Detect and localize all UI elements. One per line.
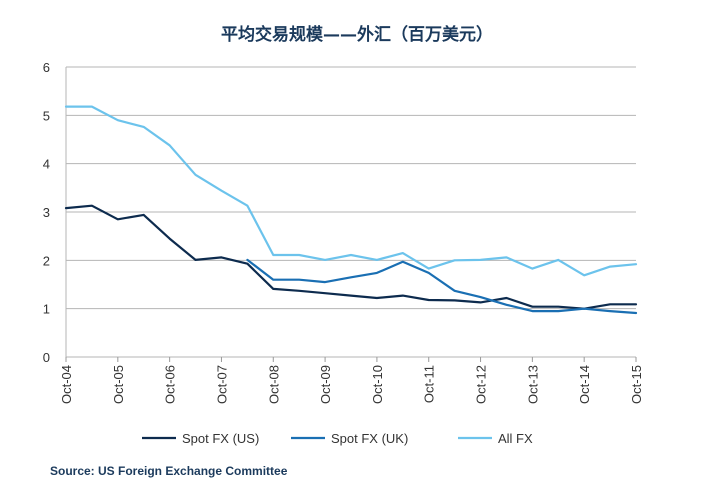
y-tick-label: 2 — [43, 253, 50, 268]
legend: Spot FX (US) Spot FX (UK) All FX — [142, 431, 533, 446]
x-tick-label: Oct-13 — [525, 365, 540, 404]
series-line-2 — [246, 258, 638, 315]
axes: 0 1 2 3 4 5 6 Oct-04 Oct-05 Oct-06 Oct-07 Oct-08 Oct… — [43, 60, 644, 404]
y-tick-label: 3 — [43, 205, 50, 220]
legend-label: All FX — [498, 431, 533, 446]
legend-label: Spot FX (US) — [182, 431, 259, 446]
chart-title: 平均交易规模——外汇（百万美元） — [221, 24, 493, 45]
legend-label: Spot FX (UK) — [331, 431, 408, 446]
y-tick-label: 1 — [43, 302, 50, 317]
x-tick-label: Oct-06 — [163, 365, 178, 404]
series-line-1 — [64, 204, 638, 310]
x-tick-label: Oct-10 — [370, 365, 385, 404]
source-note: Source: US Foreign Exchange Committee — [50, 464, 288, 478]
y-tick-label: 6 — [43, 60, 50, 75]
x-tick-label: Oct-04 — [59, 365, 74, 404]
gridlines — [66, 66, 636, 358]
x-tick-label: Oct-05 — [111, 365, 126, 404]
x-tick-label: Oct-09 — [318, 365, 333, 404]
series-lines — [64, 105, 638, 315]
x-tick-label: Oct-08 — [266, 365, 281, 404]
x-tick-label: Oct-07 — [214, 365, 229, 404]
y-tick-label: 4 — [43, 157, 50, 172]
y-tick-label: 5 — [43, 108, 50, 123]
x-tick-label: Oct-11 — [422, 365, 437, 403]
series-line-3 — [64, 105, 638, 277]
x-tick-label: Oct-15 — [629, 365, 644, 404]
x-tick-label: Oct-12 — [474, 365, 489, 404]
x-tick-label: Oct-14 — [577, 365, 592, 404]
y-tick-label: 0 — [43, 350, 50, 365]
